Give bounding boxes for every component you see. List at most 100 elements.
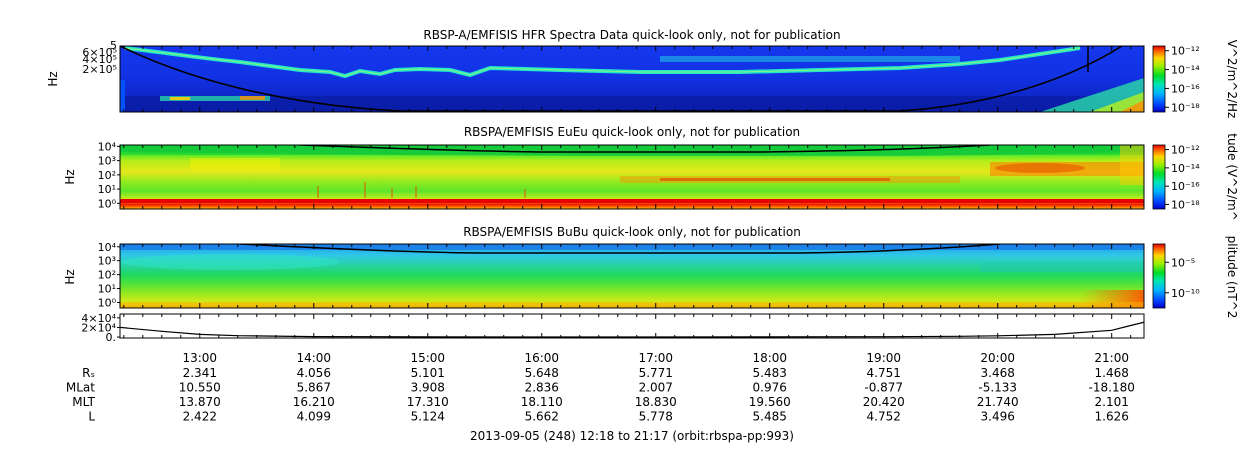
colorbar-tick-label: 10⁻⁵ — [1171, 256, 1195, 269]
ytick-label: 2×10⁴ — [81, 321, 116, 334]
panel-bubu-colorbar-label: plitude (nT^2 — [1225, 236, 1239, 319]
ephemeris-value: 13.870 — [179, 395, 221, 409]
xtick-label: 13:00 — [182, 351, 217, 365]
panel-bubu-fce-curve — [239, 244, 1001, 254]
panel-hfr-fce-curve — [120, 46, 1123, 112]
panel-hfr-ytick: 4×10⁵ — [82, 53, 117, 66]
panel-eueu-title: RBSPA/EMFISIS EuEu quick-look only, not … — [464, 125, 800, 139]
ephemeris-value: -5.133 — [978, 381, 1017, 395]
ephemeris-value: 1.468 — [1095, 366, 1129, 380]
ytick-label: 10² — [98, 269, 116, 282]
panel-hfr-colorbar-label: V^2/m^2/Hz — [1225, 40, 1239, 119]
panel-bubu-ylabel: Hz — [63, 269, 77, 284]
ytick-label: 10⁰ — [98, 197, 117, 210]
ytick-label: 10⁴ — [98, 140, 117, 153]
colorbar-tick-label: 10⁻¹⁸ — [1171, 101, 1200, 114]
panel-eueu-colorbar-label: tude (V^2/m^ — [1225, 133, 1239, 221]
colorbar-tick-label: 10⁻¹⁶ — [1171, 82, 1200, 95]
ephemeris-value: 2.341 — [183, 366, 217, 380]
ephemeris-value: -18.180 — [1089, 381, 1135, 395]
ephemeris-value: 4.751 — [867, 366, 901, 380]
panel-hfr-colorbar — [1152, 45, 1166, 113]
ephemeris-value: 5.771 — [639, 366, 673, 380]
colorbar-tick-label: 10⁻¹⁴ — [1171, 64, 1200, 77]
ephemeris-value: -0.877 — [864, 381, 903, 395]
colorbar-tick-label: 10⁻¹² — [1171, 144, 1200, 157]
panel-hfr-ytick: 6×10⁵ — [82, 46, 117, 59]
panel-eueu-ylabel: Hz — [63, 169, 77, 184]
colorbar-tick-label: 10⁻¹⁸ — [1171, 198, 1200, 211]
ephemeris-value: 2.101 — [1095, 395, 1129, 409]
ytick-label: 10¹ — [98, 183, 116, 196]
ytick-label: 10⁴ — [98, 241, 117, 254]
ephemeris-value: 17.310 — [407, 395, 449, 409]
ephemeris-value: 5.778 — [639, 410, 673, 424]
colorbar-tick-label: 10⁻¹⁰ — [1171, 287, 1200, 300]
figure-footer: 2013-09-05 (248) 12:18 to 21:17 (orbit:r… — [470, 429, 794, 443]
ephemeris-value: 5.662 — [525, 410, 559, 424]
panel-hfr-noise-band — [660, 56, 960, 62]
ephemeris-value: 5.648 — [525, 366, 559, 380]
ephemeris-value: 2.836 — [525, 381, 559, 395]
ephemeris-value: 2.007 — [639, 381, 673, 395]
panel-bubu: RBSPA/EMFISIS BuBu quick-look only, not … — [63, 225, 1239, 318]
ephemeris-value: 3.908 — [411, 381, 445, 395]
ephemeris-value: 3.496 — [981, 410, 1015, 424]
ephemeris-value: 16.210 — [293, 395, 335, 409]
panel-eueu-red-line — [120, 199, 1144, 203]
ephemeris-value: 5.124 — [411, 410, 445, 424]
panel-eueu-colorbar — [1152, 144, 1166, 210]
ephemeris-value: 10.550 — [179, 381, 221, 395]
ephemeris-value: 3.468 — [981, 366, 1015, 380]
ephemeris-label: Rₛ — [82, 366, 95, 380]
ytick-label: 10⁰ — [98, 296, 117, 309]
xtick-label: 16:00 — [524, 351, 559, 365]
panel-hfr-ylabel: Hz — [46, 71, 60, 86]
ephemeris-label: MLT — [72, 395, 95, 409]
xtick-label: 15:00 — [410, 351, 445, 365]
panel-hfr-title: RBSP-A/EMFISIS HFR Spectra Data quick-lo… — [423, 28, 840, 42]
ephemeris-value: 5.485 — [753, 410, 787, 424]
xtick-label: 18:00 — [752, 351, 787, 365]
xtick-label: 17:00 — [638, 351, 673, 365]
panel-eueu: RBSPA/EMFISIS EuEu quick-look only, not … — [63, 125, 1239, 221]
panel-hfr-low-band — [120, 96, 1144, 112]
ephemeris-value: 20.420 — [863, 395, 905, 409]
ephemeris-value: 2.422 — [183, 410, 217, 424]
ephemeris-label: MLat — [66, 381, 95, 395]
panel-hfr-ytick: 2×10⁵ — [82, 63, 117, 76]
ephemeris-value: 5.867 — [297, 381, 331, 395]
xtick-label: 21:00 — [1094, 351, 1129, 365]
xtick-label: 19:00 — [866, 351, 901, 365]
ephemeris-value: 4.099 — [297, 410, 331, 424]
colorbar-tick-label: 10⁻¹⁴ — [1171, 162, 1200, 175]
ephemeris-value: 1.626 — [1095, 410, 1129, 424]
panel-bubu-title: RBSPA/EMFISIS BuBu quick-look only, not … — [463, 225, 801, 239]
ytick-label: 0. — [106, 331, 117, 344]
ephemeris-value: 18.830 — [635, 395, 677, 409]
ephemeris-value: 21.740 — [977, 395, 1019, 409]
xtick-label: 20:00 — [980, 351, 1015, 365]
ytick-label: 4×10⁴ — [81, 312, 116, 325]
ytick-label: 10³ — [98, 155, 116, 168]
colorbar-tick-label: 10⁻¹² — [1171, 45, 1200, 58]
ephemeris-value: 18.110 — [521, 395, 563, 409]
ephemeris-value: 5.101 — [411, 366, 445, 380]
panel-bubu-hiss — [120, 254, 340, 270]
panel-bubu-spectrogram — [120, 244, 1144, 308]
ytick-label: 10² — [98, 169, 116, 182]
panel-hfr: RBSP-A/EMFISIS HFR Spectra Data quick-lo… — [46, 28, 1239, 118]
ephemeris-value: 19.560 — [749, 395, 791, 409]
panel-bubu-colorbar — [1152, 243, 1166, 309]
panel-hfr-ytick: 5 — [110, 39, 117, 52]
ephemeris-value: 4.752 — [867, 410, 901, 424]
ephemeris-value: 4.056 — [297, 366, 331, 380]
ytick-label: 10¹ — [98, 283, 116, 296]
ephemeris-label: L — [88, 410, 95, 424]
ephemeris-value: 5.483 — [753, 366, 787, 380]
xtick-label: 14:00 — [296, 351, 331, 365]
ephemeris-value: 0.976 — [753, 381, 787, 395]
panel-eueu-fce-curve — [299, 145, 991, 153]
